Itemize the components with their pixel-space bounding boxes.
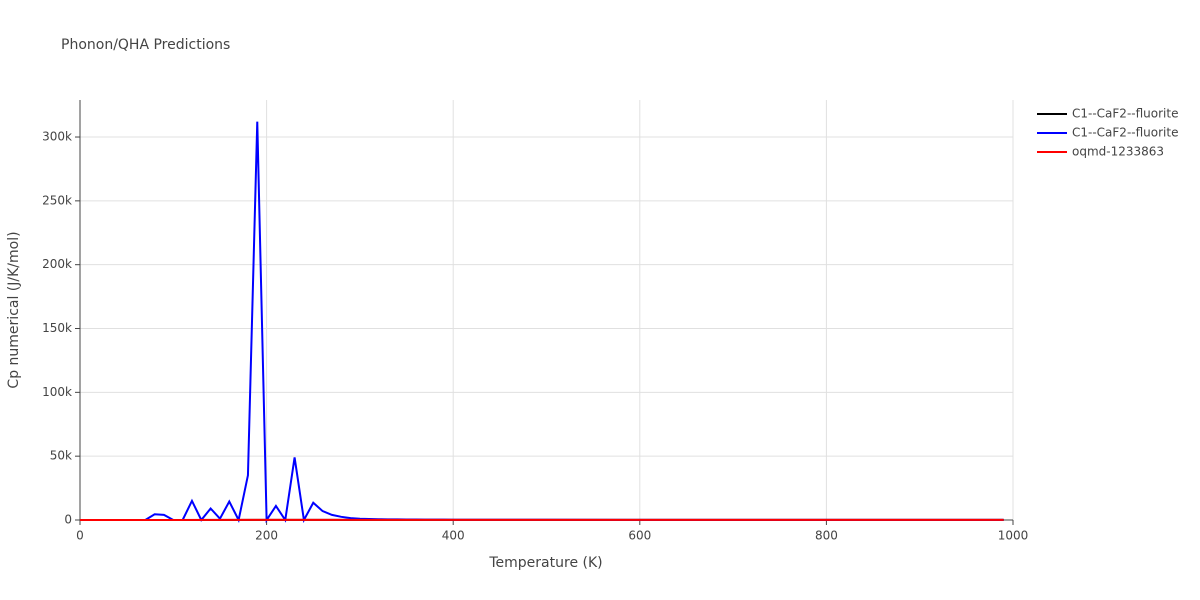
x-tick-label: 0 (76, 529, 84, 543)
y-tick-label: 0 (64, 513, 72, 527)
legend-label: oqmd-1233863 (1072, 145, 1164, 159)
legend-label: C1--CaF2--fluorite (1072, 107, 1178, 121)
y-tick-label: 200k (42, 257, 72, 271)
x-tick-label: 400 (442, 529, 465, 543)
x-axis-title: Temperature (K) (488, 555, 602, 571)
x-tick-label: 600 (628, 529, 651, 543)
y-axis-title: Cp numerical (J/K/mol) (6, 231, 22, 388)
x-tick-label: 200 (255, 529, 278, 543)
y-tick-label: 50k (50, 449, 72, 463)
x-tick-label: 800 (815, 529, 838, 543)
legend-label: C1--CaF2--fluorite (1072, 126, 1178, 140)
y-tick-label: 300k (42, 130, 72, 144)
y-tick-label: 150k (42, 321, 72, 335)
x-tick-label: 1000 (998, 529, 1029, 543)
chart-title: Phonon/QHA Predictions (61, 37, 230, 53)
series-line (80, 121, 1004, 524)
y-tick-label: 100k (42, 385, 72, 399)
y-tick-label: 250k (42, 193, 72, 207)
